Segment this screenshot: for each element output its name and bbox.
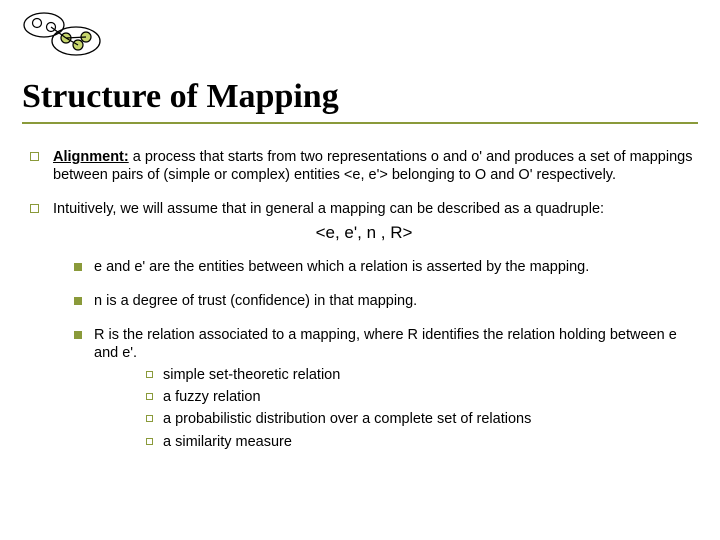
bullet-text: simple set-theoretic relation xyxy=(163,366,698,384)
bullet-marker-filled xyxy=(74,263,82,271)
bullet-level1: Intuitively, we will assume that in gene… xyxy=(30,200,698,218)
bullet-level2: n is a degree of trust (confidence) in t… xyxy=(74,292,698,310)
bullet-marker-filled xyxy=(74,331,82,339)
bullet-level2: e and e' are the entities between which … xyxy=(74,258,698,276)
logo-graphic xyxy=(22,8,112,58)
term-label: Alignment: xyxy=(53,149,129,165)
bullet-text: a probabilistic distribution over a comp… xyxy=(163,410,698,428)
bullet-text: Intuitively, we will assume that in gene… xyxy=(53,200,698,218)
bullet-marker-hollow-small xyxy=(146,371,153,378)
bullet-marker-hollow-small xyxy=(146,438,153,445)
bullet-text: n is a degree of trust (confidence) in t… xyxy=(94,292,698,310)
bullet-text: Alignment: a process that starts from tw… xyxy=(53,148,698,184)
bullet-text: e and e' are the entities between which … xyxy=(94,258,698,276)
bullet-text: R is the relation associated to a mappin… xyxy=(94,326,698,362)
bullet-marker-filled xyxy=(74,297,82,305)
bullet-marker-hollow-small xyxy=(146,415,153,422)
bullet-marker-hollow xyxy=(30,152,39,161)
bullet-level3: simple set-theoretic relation xyxy=(146,366,698,384)
formula: <e, e', n , R> xyxy=(30,222,698,243)
term-definition: a process that starts from two represent… xyxy=(53,149,692,183)
bullet-level3: a similarity measure xyxy=(146,433,698,451)
title-underline xyxy=(22,122,698,124)
bullet-level3: a probabilistic distribution over a comp… xyxy=(146,410,698,428)
bullet-text: a fuzzy relation xyxy=(163,388,698,406)
slide-body: Alignment: a process that starts from tw… xyxy=(30,148,698,455)
slide-title: Structure of Mapping xyxy=(22,78,339,116)
bullet-text: a similarity measure xyxy=(163,433,698,451)
bullet-level1: Alignment: a process that starts from tw… xyxy=(30,148,698,184)
bullet-marker-hollow xyxy=(30,204,39,213)
bullet-level3: a fuzzy relation xyxy=(146,388,698,406)
bullet-level2: R is the relation associated to a mappin… xyxy=(74,326,698,362)
bullet-marker-hollow-small xyxy=(146,393,153,400)
